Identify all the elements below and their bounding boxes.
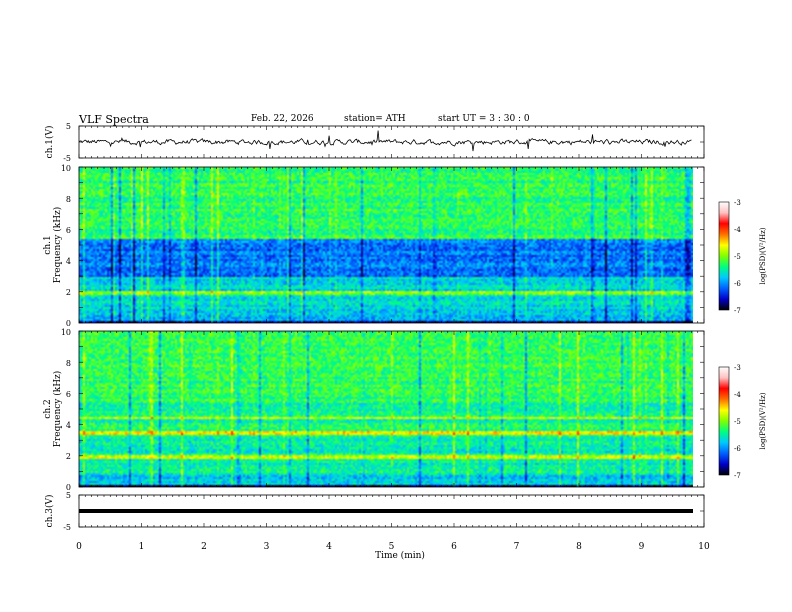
- ch1-voltage-trace: [78, 130, 692, 152]
- ch2-colorbar-gradient: [718, 366, 730, 476]
- ch3-ytick-top: 5: [66, 491, 71, 500]
- ch1-cbar-tick-3: -3: [734, 199, 741, 207]
- ch2-freq-ytick-0: 0: [66, 483, 71, 492]
- ch2-freq-ytick-10: 10: [61, 328, 71, 337]
- xtick-0: 0: [76, 542, 82, 552]
- ch1-voltage-panel: 5 -5 ch.1(V): [44, 122, 705, 163]
- ch2-freq-ytick-6: 6: [66, 390, 71, 399]
- ch3-voltage-panel: 5 -5 ch.3(V): [44, 491, 705, 532]
- ch1-cbar-tick-5: -5: [734, 253, 741, 261]
- ch1-colorbar-gradient: [718, 201, 730, 311]
- ch2-spectrogram-ylabel: ch.2Frequency (kHz): [43, 371, 63, 448]
- xtick-2: 2: [201, 542, 207, 552]
- ch3-ytick-bottom: -5: [63, 523, 71, 532]
- ch2-cbar-tick-3: -3: [734, 364, 741, 372]
- ch1-cbar-tick-4: -4: [734, 226, 741, 234]
- ch1-voltage-frame: [78, 125, 705, 159]
- xtick-10: 10: [698, 542, 710, 552]
- xtick-6: 6: [451, 542, 457, 552]
- ch1-spectrogram-ylabel: ch.1Frequency (kHz): [43, 207, 63, 284]
- ch1-freq-ytick-4: 4: [66, 257, 71, 266]
- ch1-spectrogram-panel: 0 2 4 6 8 10 ch.1Frequency (kHz): [43, 164, 705, 328]
- ch2-spectrogram-ticks: [78, 330, 705, 488]
- ch1-freq-ytick-8: 8: [66, 195, 71, 204]
- ch2-cbar-tick-4: -4: [734, 391, 741, 399]
- station-label: station= ATH: [344, 114, 406, 124]
- ch1-colorbar-label: log(PSD)(V²/Hz): [759, 227, 767, 284]
- ch1-cbar-tick-7: -7: [734, 307, 741, 315]
- ch1-ytick-top: 5: [66, 122, 71, 131]
- date-label: Feb. 22, 2026: [251, 114, 314, 124]
- ch1-voltage-ticks: [78, 125, 705, 159]
- ch2-freq-ytick-2: 2: [66, 452, 71, 461]
- ch1-ytick-bottom: -5: [63, 154, 71, 163]
- ch1-spectrogram-image: [79, 167, 693, 323]
- xtick-7: 7: [514, 542, 520, 552]
- ch2-colorbar-label: log(PSD)(V²/Hz): [759, 392, 767, 449]
- xtick-3: 3: [264, 542, 270, 552]
- ch1-freq-ytick-2: 2: [66, 288, 71, 297]
- xtick-9: 9: [639, 542, 645, 552]
- ch2-freq-ytick-4: 4: [66, 421, 71, 430]
- ch1-colorbar: -3 -4 -5 -6 -7 log(PSD)(V²/Hz): [718, 199, 767, 315]
- ch1-voltage-ylabel: ch.1(V): [44, 126, 55, 159]
- ch2-freq-ytick-8: 8: [66, 359, 71, 368]
- ch2-cbar-tick-5: -5: [734, 418, 741, 426]
- ch1-freq-ytick-6: 6: [66, 226, 71, 235]
- xtick-5: 5: [389, 542, 395, 552]
- time-axis: 0 1 2 3 4 5 6 7 8 9 10 Time (min): [76, 542, 710, 561]
- start-time-label: start UT = 3 : 30 : 0: [438, 114, 530, 124]
- xtick-1: 1: [139, 542, 145, 552]
- ch2-cbar-tick-7: -7: [734, 472, 741, 480]
- ch1-freq-ytick-10: 10: [61, 164, 71, 173]
- ch3-voltage-ticks: [78, 494, 705, 528]
- ch3-voltage-ylabel: ch.3(V): [44, 495, 55, 528]
- ch1-spectrogram-ticks: [78, 166, 705, 324]
- ch2-spectrogram-panel: 0 2 4 6 8 10 ch.2Frequency (kHz): [43, 328, 705, 492]
- xtick-8: 8: [576, 542, 582, 552]
- chart-title: VLF Spectra: [79, 113, 149, 126]
- x-axis-label: Time (min): [375, 550, 425, 561]
- ch1-cbar-tick-6: -6: [734, 280, 741, 288]
- ch1-freq-ytick-0: 0: [66, 319, 71, 328]
- ch2-colorbar: -3 -4 -5 -6 -7 log(PSD)(V²/Hz): [718, 364, 767, 480]
- xtick-4: 4: [326, 542, 332, 552]
- ch2-cbar-tick-6: -6: [734, 445, 741, 453]
- ch2-spectrogram-image: [79, 331, 693, 487]
